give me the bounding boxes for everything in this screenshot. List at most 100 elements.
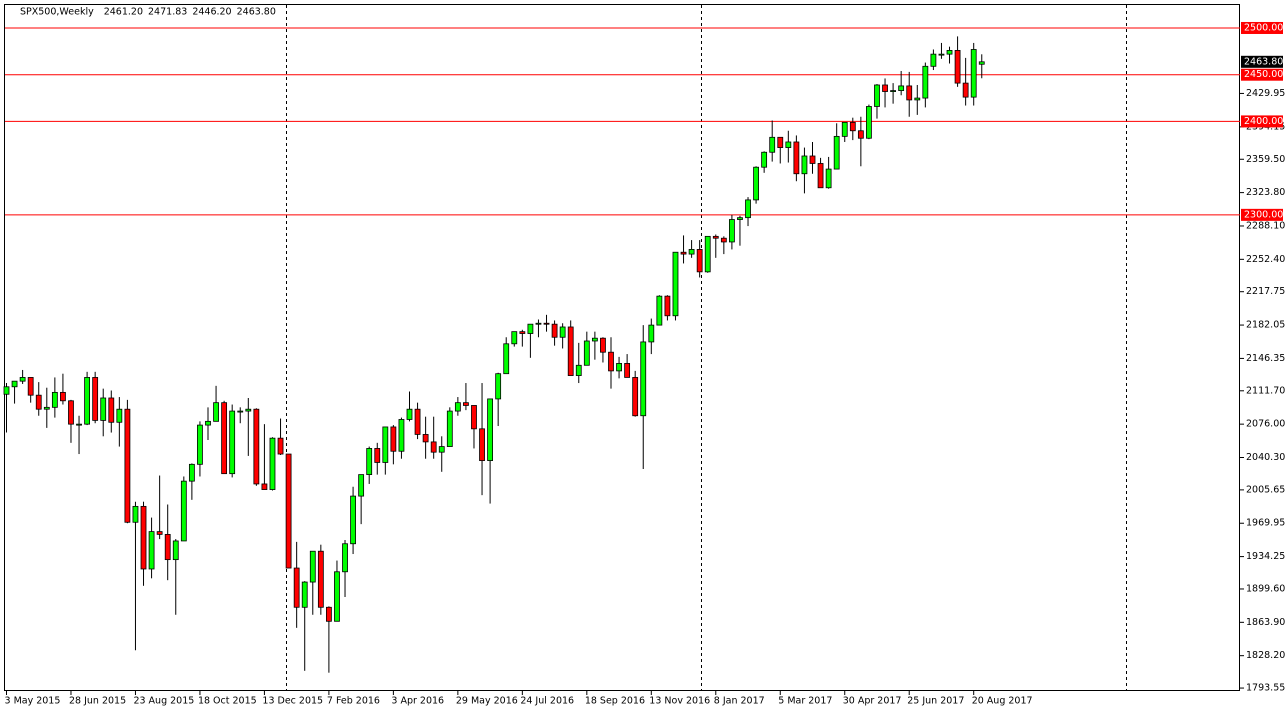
y-tick-label: 2429.95 (1246, 88, 1285, 99)
candle-body (213, 402, 219, 422)
candle-body (785, 141, 792, 148)
candle-body (100, 397, 107, 421)
level-label-box (1241, 21, 1283, 34)
candle-body (664, 295, 671, 317)
candle-body (769, 136, 776, 153)
candle-body (60, 391, 66, 402)
candle-body (293, 567, 300, 608)
candle-body (406, 408, 413, 420)
x-tick-label: 23 Aug 2015 (133, 696, 194, 707)
candle-body (390, 426, 397, 452)
candle-body (430, 441, 437, 453)
candle-body (825, 168, 832, 189)
candle-body (245, 408, 252, 412)
y-tick-label: 1934.25 (1246, 551, 1285, 562)
candle-body (197, 424, 203, 465)
candle-body (704, 235, 711, 273)
candle-body (672, 251, 679, 317)
candle-body (632, 377, 639, 417)
plot-frame (4, 4, 1240, 691)
candle-body (164, 534, 171, 561)
candle-body (849, 121, 856, 132)
candle-body (487, 398, 494, 461)
x-tick-label: 30 Apr 2017 (843, 696, 902, 707)
x-tick-label: 20 Aug 2017 (972, 696, 1033, 707)
candle-body (495, 373, 502, 400)
candle-body (68, 400, 74, 425)
y-tick-label: 2182.05 (1246, 320, 1285, 331)
candle-body (108, 397, 115, 423)
candle-body (84, 377, 90, 425)
y-tick-label: 2005.65 (1246, 484, 1285, 495)
candle-body (720, 237, 727, 243)
candle-body (414, 408, 421, 435)
candle-body (946, 50, 953, 55)
candle-body (640, 341, 647, 417)
candle-body (656, 295, 663, 326)
candle-body (906, 85, 913, 101)
candle-body (930, 53, 937, 67)
candle-body (793, 141, 800, 175)
candle-body (301, 581, 308, 608)
candle-body (624, 363, 631, 378)
candle-body (600, 337, 606, 353)
candle-body (616, 363, 622, 372)
candle-body (567, 326, 574, 376)
x-tick-label: 29 May 2016 (456, 696, 518, 707)
candle-body (116, 408, 123, 423)
candle-body (777, 136, 784, 148)
candle-body (890, 90, 896, 92)
candle-body (914, 97, 921, 101)
candle-body (519, 331, 526, 334)
y-tick-label: 2040.30 (1246, 452, 1285, 463)
candle-body (382, 426, 389, 463)
candle-body (269, 437, 276, 490)
candle-body (398, 419, 405, 452)
x-tick-label: 18 Oct 2015 (198, 696, 257, 707)
candle-body (35, 394, 42, 410)
candle-body (43, 406, 50, 410)
candle-body (140, 505, 147, 570)
x-tick-label: 24 Jul 2016 (520, 696, 574, 707)
candle-body (358, 474, 365, 497)
candle-body (954, 50, 961, 84)
candle-body (745, 199, 751, 219)
y-tick-label: 2111.70 (1246, 385, 1285, 396)
candle-body (608, 351, 614, 372)
candle-body (970, 49, 977, 98)
candle-body (962, 82, 969, 98)
y-tick-label: 2076.00 (1246, 419, 1285, 430)
x-tick-label: 18 Sep 2016 (585, 696, 645, 707)
candle-body (51, 391, 58, 408)
candle-body (688, 249, 695, 255)
candle-body (229, 410, 236, 475)
candle-body (19, 377, 26, 382)
symbol-label: SPX500,Weekly (20, 7, 94, 18)
candle-body (334, 571, 340, 622)
x-tick-label: 25 Jun 2017 (907, 696, 964, 707)
candle-body (479, 428, 485, 461)
candle-body (712, 235, 719, 239)
candle-body (221, 402, 228, 475)
candle-body (11, 380, 18, 388)
x-tick-label: 3 May 2015 (5, 696, 61, 707)
candle-body (285, 453, 292, 569)
candle-body (938, 53, 945, 56)
candle-body (922, 65, 929, 99)
candle-body (559, 326, 566, 338)
candle-body (342, 543, 348, 573)
candle-body (841, 121, 848, 137)
candle-body (737, 217, 743, 220)
y-tick-label: 2359.50 (1246, 154, 1285, 165)
candle-body (511, 331, 518, 345)
candle-body (148, 531, 155, 570)
candle-body (132, 505, 139, 523)
y-tick-label: 2146.35 (1246, 353, 1285, 364)
y-tick-label: 1863.90 (1246, 617, 1285, 628)
candle-body (156, 531, 163, 535)
candle-body (527, 323, 534, 334)
candle-body (3, 386, 10, 395)
candle-body (446, 410, 453, 447)
level-label: 2400.00 (1244, 116, 1283, 127)
